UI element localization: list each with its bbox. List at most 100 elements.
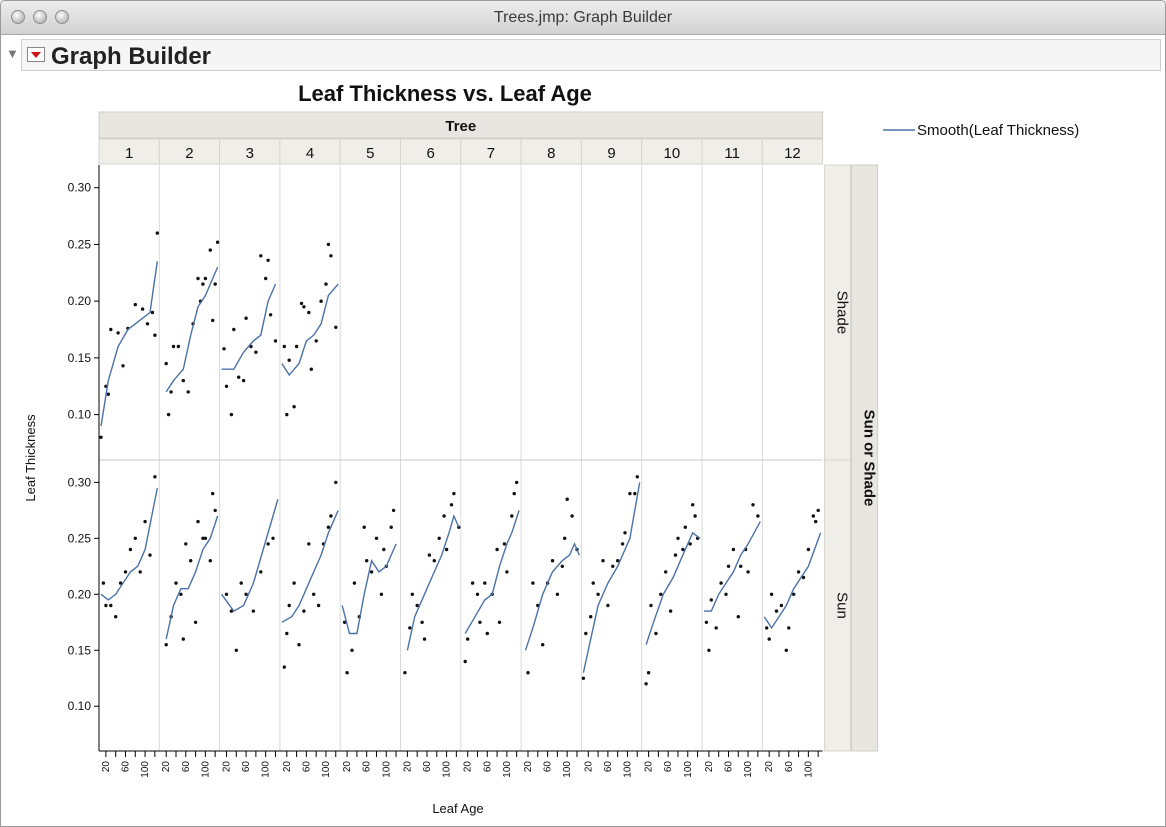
data-point [620,542,625,546]
data-point [709,598,713,602]
column-strip-cell [279,138,341,165]
data-point [420,620,424,624]
data-point [326,242,331,247]
data-point [213,508,217,513]
minimize-window-button[interactable] [33,10,47,24]
x-tick-label: 20 [342,761,353,773]
column-strip-cell [701,138,763,165]
data-point [155,231,159,235]
data-point [345,671,349,675]
zoom-window-button[interactable] [55,10,69,24]
column-label-tree-5: 5 [366,145,374,162]
smooth-line-sun-tree-12 [763,532,822,630]
data-point [683,525,687,529]
data-point [724,592,728,596]
data-point [485,631,489,636]
column-label-tree-3: 3 [246,145,254,162]
data-point [673,553,678,557]
data-point [329,514,333,518]
x-tick-label: 60 [241,761,252,773]
data-point [452,491,456,496]
smooth-line-sun-tree-11 [704,521,761,612]
data-point [239,581,243,585]
data-point [415,603,419,608]
data-point [510,514,514,518]
smooth-line-sun-tree-4 [281,510,339,623]
data-point [616,559,620,563]
smooth-line-sun-tree-7 [464,510,520,634]
data-point [746,570,750,574]
data-point [203,276,208,281]
data-point [787,626,791,630]
data-point [215,240,220,244]
close-window-button[interactable] [11,10,25,24]
data-point [391,508,396,513]
data-point [123,570,128,574]
data-point [410,592,414,596]
window-title: Trees.jmp: Graph Builder [493,9,673,26]
x-tick-label: 60 [301,761,312,773]
data-point [319,299,323,303]
data-point [324,282,328,286]
data-point [779,603,784,608]
column-label-tree-8: 8 [547,145,555,162]
data-point [584,631,588,636]
data-point [814,519,818,524]
x-tick-label: 60 [784,761,795,773]
chart-title: Leaf Thickness vs. Leaf Age [298,81,592,106]
data-point [676,536,680,540]
data-point [294,344,299,349]
column-label-tree-1: 1 [125,145,133,162]
data-point [806,547,811,552]
data-point [811,514,815,518]
x-tick-label: 20 [101,761,112,773]
data-point [707,648,711,652]
x-tick-label: 60 [181,761,192,773]
data-point [342,620,347,624]
data-point [189,559,193,563]
data-point [432,559,436,563]
data-point [565,497,569,501]
y-tick-label: 0.25 [68,531,92,545]
data-point [287,603,291,608]
data-point [365,559,369,563]
data-point [611,564,615,568]
row-label-shade: Shade [834,291,851,334]
column-label-tree-4: 4 [306,145,314,162]
data-point [350,648,354,652]
x-tick-label: 20 [583,761,594,773]
x-tick-label: 100 [562,761,573,778]
data-point [502,542,507,546]
column-label-tree-11: 11 [724,145,740,162]
x-tick-label: 20 [764,761,775,773]
disclosure-triangle-icon[interactable]: ▼ [6,46,19,61]
data-point [681,547,685,552]
data-point [774,609,779,613]
data-point [633,491,637,496]
data-point [99,435,103,439]
y-tick-label: 0.15 [68,351,92,365]
data-point [307,542,311,546]
data-point [237,375,241,379]
data-point [628,491,632,496]
red-triangle-menu-icon[interactable] [27,47,45,62]
smooth-line-sun-tree-9 [582,482,641,673]
x-tick-label: 60 [663,761,674,773]
data-point [312,592,316,596]
data-point [408,626,412,630]
row-group-strip [851,164,879,752]
data-point [133,536,137,540]
data-point [369,570,374,574]
data-point [382,547,386,552]
column-strip-cell [98,138,160,165]
data-point [495,547,499,552]
data-point [234,648,238,652]
data-point [606,603,610,608]
data-point [241,378,246,383]
smooth-line-sun-tree-1 [100,487,158,601]
x-tick-label: 20 [221,761,232,773]
data-point [169,390,173,394]
data-point [379,592,384,596]
column-label-tree-10: 10 [664,145,681,162]
x-tick-label: 20 [402,761,413,773]
